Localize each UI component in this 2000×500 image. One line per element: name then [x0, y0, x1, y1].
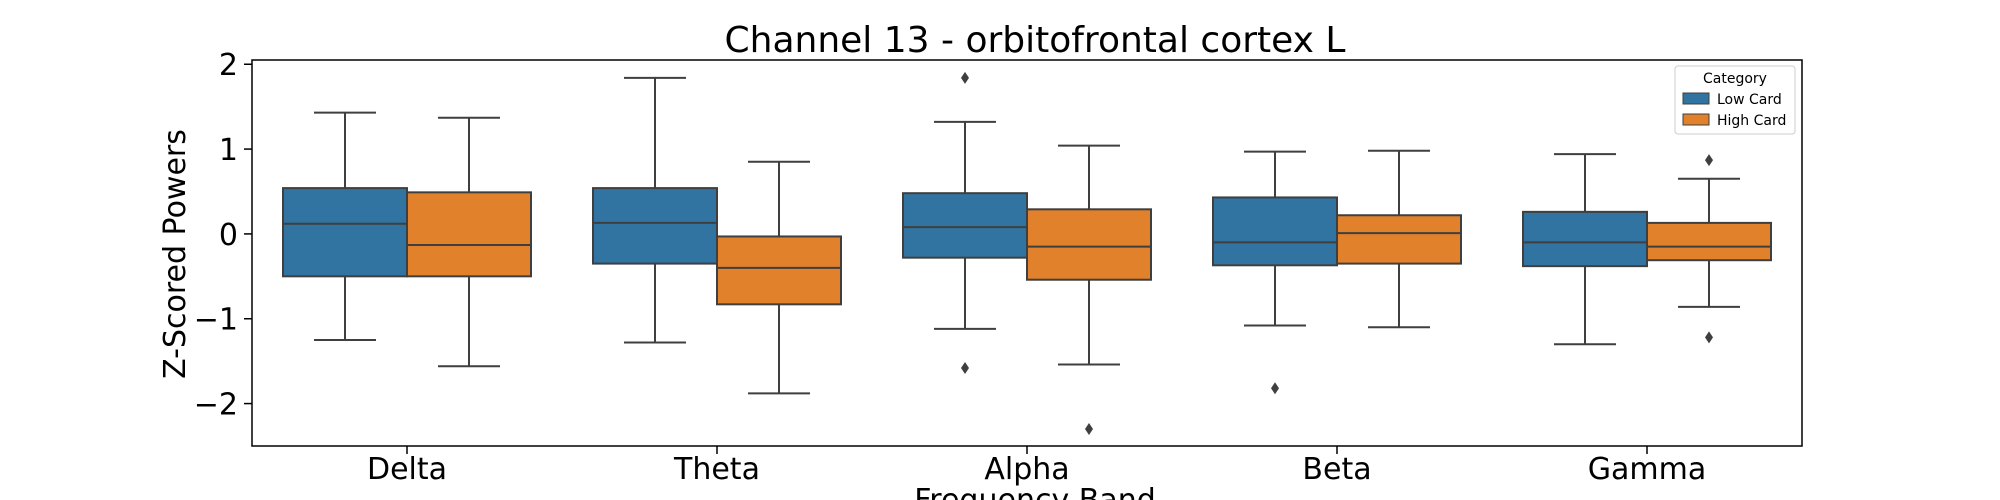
box-iqr: [406, 191, 532, 278]
box-delta-low-card: [282, 111, 408, 341]
box-beta-high-card: [1336, 149, 1462, 329]
box-iqr: [1646, 221, 1772, 262]
x-tick-label: Delta: [367, 452, 447, 487]
box-alpha-low-card: [902, 71, 1028, 374]
legend-label-low-card: Low Card: [1717, 92, 1782, 108]
box-iqr: [282, 187, 408, 278]
legend-title: Category: [1703, 71, 1767, 87]
outlier-point: [1705, 154, 1713, 167]
x-tick-label: Alpha: [984, 452, 1069, 487]
y-tick-label: 0: [219, 218, 238, 253]
box-iqr: [1212, 196, 1338, 267]
outlier-point: [1271, 382, 1279, 395]
box-iqr: [1522, 210, 1648, 268]
outlier-point: [961, 71, 969, 84]
y-tick-label: −2: [194, 388, 238, 423]
y-tick-label: 1: [219, 133, 238, 168]
legend-label-high-card: High Card: [1717, 113, 1786, 129]
box-gamma-high-card: [1646, 154, 1772, 344]
box-theta-low-card: [592, 76, 718, 344]
box-iqr: [902, 192, 1028, 259]
box-alpha-high-card: [1026, 144, 1152, 436]
box-gamma-low-card: [1522, 153, 1648, 346]
y-axis: −2 −1 0 1 2: [194, 48, 252, 423]
y-tick-label: −1: [194, 303, 238, 338]
box-iqr: [1026, 208, 1152, 281]
chart-title: Channel 13 - orbitofrontal cortex L: [725, 20, 1346, 61]
box-beta-low-card: [1212, 150, 1338, 395]
legend: Category Low Card High Card: [1674, 65, 1796, 135]
y-axis-label: Z-Scored Powers: [158, 129, 193, 379]
legend-swatch-high-card: [1682, 113, 1710, 126]
x-axis-label: Frequency Band: [914, 483, 1156, 500]
x-tick-label: Beta: [1302, 452, 1371, 487]
x-tick-label: Theta: [673, 452, 760, 487]
outlier-point: [961, 361, 969, 374]
plot-area: [251, 59, 1803, 447]
x-tick-label: Gamma: [1588, 452, 1706, 487]
outlier-point: [1085, 423, 1093, 436]
outlier-point: [1705, 331, 1713, 344]
x-axis: Delta Theta Alpha Beta Gamma: [367, 446, 1706, 487]
box-iqr: [716, 235, 842, 306]
y-tick-label: 2: [219, 48, 238, 83]
box-iqr: [1336, 214, 1462, 265]
box-theta-high-card: [716, 160, 842, 395]
box-delta-high-card: [406, 116, 532, 368]
legend-swatch-low-card: [1682, 92, 1710, 105]
box-iqr: [592, 187, 718, 265]
